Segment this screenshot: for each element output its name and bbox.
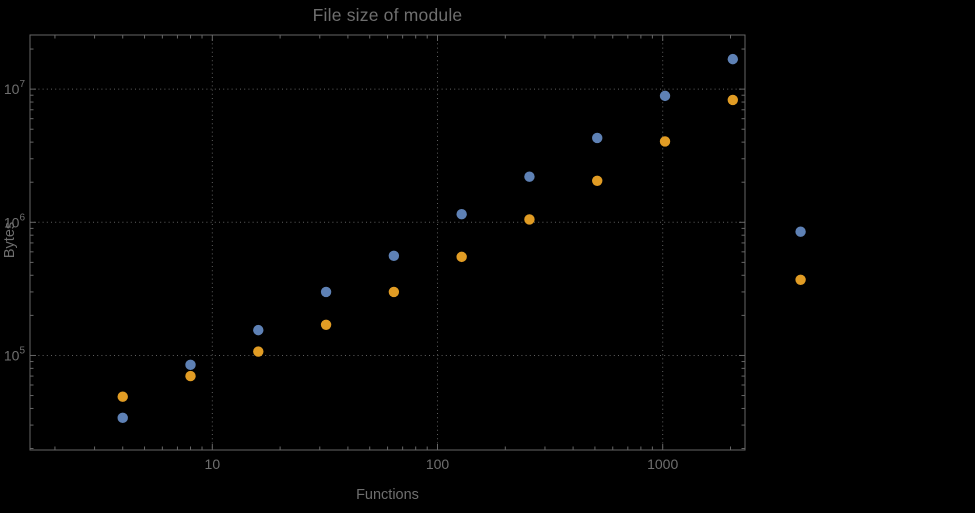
x-tick-label: 100 <box>426 456 450 472</box>
data-point <box>253 346 264 357</box>
data-point <box>659 90 671 102</box>
y-tick-label: 106 <box>4 212 26 230</box>
points-series-1-blue <box>117 53 806 424</box>
data-point <box>524 171 535 182</box>
grid-lines <box>30 35 745 450</box>
x-axis-label: Functions <box>356 487 419 503</box>
data-point <box>320 286 332 298</box>
x-tick-label: 10 <box>205 456 221 472</box>
data-point <box>795 226 806 237</box>
y-tick-label: 107 <box>4 79 26 97</box>
data-point <box>388 286 400 298</box>
points-series-2-orange <box>117 94 806 402</box>
data-point <box>592 175 603 186</box>
x-tick-label: 1000 <box>647 456 678 472</box>
axis-ticks <box>30 35 745 450</box>
plot-frame <box>29 34 746 451</box>
data-point <box>659 136 671 147</box>
y-tick-label: 105 <box>4 345 26 363</box>
data-point <box>185 359 196 371</box>
data-point <box>727 53 739 65</box>
data-point <box>592 132 603 144</box>
data-point <box>388 250 400 262</box>
data-point <box>456 209 467 220</box>
data-point <box>320 319 332 330</box>
data-point <box>524 214 535 225</box>
data-point <box>795 274 806 285</box>
data-point <box>456 251 467 263</box>
y-tick-labels: 105 106 107 <box>4 79 26 363</box>
data-point <box>117 412 128 424</box>
data-point <box>185 370 196 382</box>
data-point <box>253 324 264 336</box>
chart-title: File size of module <box>312 5 463 25</box>
x-tick-labels: 10 100 1000 <box>205 456 679 472</box>
data-point <box>117 391 128 402</box>
data-point <box>727 94 739 106</box>
